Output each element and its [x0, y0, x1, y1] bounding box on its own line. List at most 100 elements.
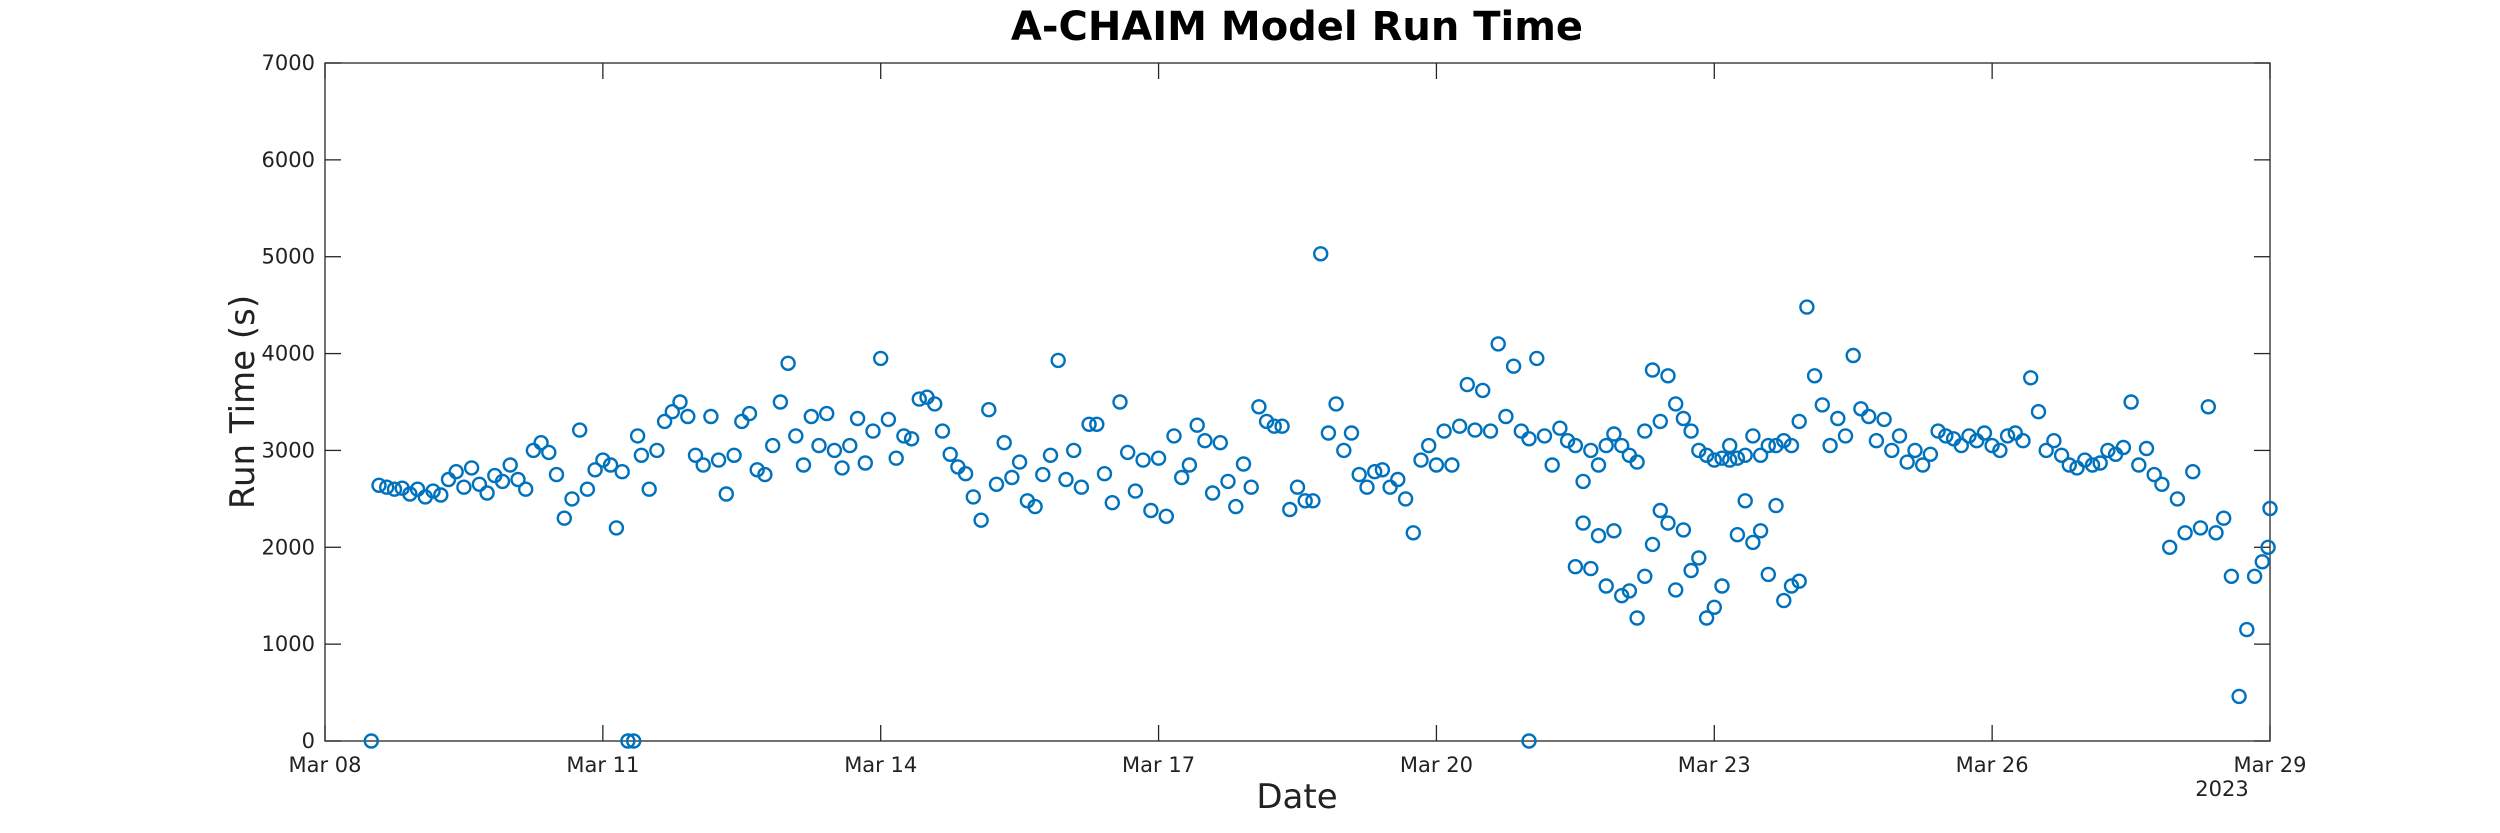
- y-tick-label: 7000: [262, 51, 315, 75]
- data-point: [1745, 534, 1761, 551]
- plot-area: [324, 62, 2271, 742]
- data-point: [518, 481, 534, 497]
- data-point: [1606, 523, 1622, 539]
- data-point: [1359, 479, 1375, 495]
- data-point: [1274, 418, 1290, 434]
- data-point: [664, 404, 680, 420]
- data-point: [788, 428, 804, 444]
- data-point: [502, 457, 518, 473]
- data-point: [463, 460, 480, 476]
- data-point: [1513, 423, 1530, 439]
- data-point: [1737, 447, 1753, 463]
- data-point: [896, 428, 912, 444]
- data-point: [726, 447, 742, 463]
- data-point: [1482, 423, 1499, 439]
- data-point: [1791, 413, 1807, 430]
- data-point: [386, 481, 403, 497]
- data-point: [1691, 442, 1707, 459]
- x-axis: Mar 08 Mar 11 Mar 14 Mar 17 Mar 20 Mar 23 Mar …: [288, 63, 2307, 777]
- data-point: [1830, 410, 1846, 427]
- data-point: [680, 408, 696, 425]
- data-point: [1899, 454, 1915, 470]
- data-point: [811, 437, 827, 454]
- data-point: [772, 394, 789, 410]
- data-point: [703, 408, 719, 425]
- data-point: [456, 479, 472, 495]
- data-point: [1652, 502, 1669, 519]
- data-point: [1405, 525, 1422, 541]
- data-point: [1652, 413, 1669, 430]
- data-point: [614, 464, 630, 480]
- data-point: [1660, 368, 1676, 384]
- data-point: [564, 491, 580, 507]
- data-point: [1181, 457, 1198, 473]
- data-point: [471, 476, 488, 492]
- data-point: [1089, 416, 1105, 432]
- data-point: [1397, 491, 1414, 507]
- data-point: [1598, 578, 1614, 594]
- data-point: [1297, 493, 1313, 509]
- data-point: [1737, 493, 1753, 509]
- data-point: [409, 481, 426, 497]
- data-point: [2208, 525, 2224, 541]
- data-point: [1073, 479, 1090, 495]
- data-point: [1058, 471, 1074, 488]
- data-point: [1575, 515, 1591, 531]
- data-point: [1783, 437, 1800, 454]
- data-point: [1413, 452, 1429, 468]
- data-point: [1027, 498, 1043, 515]
- data-point: [1968, 433, 1985, 449]
- data-point: [629, 428, 646, 444]
- data-point: [1428, 457, 1445, 473]
- data-point: [1467, 422, 1483, 438]
- data-point: [873, 350, 889, 367]
- data-point: [2177, 525, 2193, 541]
- data-point: [1706, 599, 1723, 615]
- data-point: [1127, 483, 1144, 499]
- data-point: [371, 477, 387, 493]
- data-point: [1521, 733, 1537, 749]
- data-point: [2154, 476, 2170, 492]
- data-point: [1451, 418, 1468, 434]
- data-point: [1390, 471, 1406, 488]
- y-tick-label: 6000: [262, 148, 315, 172]
- data-point: [620, 733, 636, 749]
- data-point: [687, 447, 704, 463]
- data-point: [1938, 428, 1954, 444]
- data-point: [2254, 554, 2271, 570]
- data-point: [2169, 491, 2186, 507]
- data-point: [2260, 539, 2276, 555]
- data-point: [1776, 433, 1792, 449]
- data-point: [734, 413, 750, 430]
- x-tick-label: Mar 20: [1400, 753, 1473, 777]
- data-point: [1714, 578, 1730, 594]
- data-point: [2161, 539, 2178, 555]
- data-point: [1868, 433, 1885, 449]
- data-point: [718, 486, 734, 502]
- data-point: [1845, 347, 1861, 364]
- data-point: [1660, 515, 1676, 531]
- data-point: [1004, 469, 1020, 486]
- data-point: [2038, 442, 2054, 459]
- data-point: [1891, 428, 1908, 444]
- data-point: [1197, 433, 1213, 449]
- data-point: [1714, 450, 1730, 466]
- data-point: [1822, 437, 1838, 454]
- chart-title: A-CHAIM Model Run Time: [1011, 4, 1583, 50]
- data-point: [1752, 523, 1769, 539]
- data-point: [927, 396, 943, 412]
- data-point: [695, 457, 711, 473]
- data-point: [1644, 536, 1661, 553]
- data-point: [1536, 428, 1553, 444]
- data-point: [2231, 688, 2247, 705]
- data-point: [672, 394, 688, 410]
- data-point: [2077, 452, 2093, 468]
- data-point: [1930, 423, 1946, 439]
- data-point: [541, 444, 557, 461]
- data-point: [1729, 450, 1746, 466]
- data-point: [525, 442, 542, 459]
- data-point: [2053, 447, 2070, 463]
- data-point: [1598, 437, 1614, 454]
- data-point: [1799, 299, 1815, 315]
- data-point: [1166, 428, 1182, 444]
